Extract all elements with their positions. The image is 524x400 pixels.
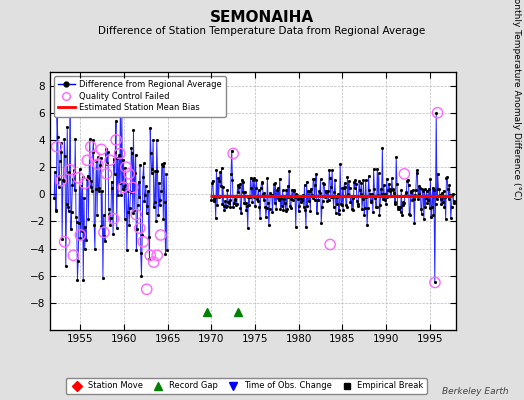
Legend: Station Move, Record Gap, Time of Obs. Change, Empirical Break: Station Move, Record Gap, Time of Obs. C… — [66, 378, 427, 394]
Point — [433, 110, 442, 116]
Point — [86, 144, 95, 150]
Point — [153, 252, 161, 258]
Point — [97, 146, 105, 153]
Point — [122, 164, 130, 170]
Point — [106, 157, 114, 164]
Point — [100, 229, 108, 236]
Point — [115, 150, 124, 157]
Point — [136, 225, 144, 231]
Point — [229, 150, 237, 157]
Point — [326, 241, 334, 248]
Point — [139, 238, 147, 245]
Point — [52, 144, 61, 150]
Point — [76, 232, 84, 238]
Point — [157, 232, 165, 238]
Point — [146, 252, 155, 258]
Text: Difference of Station Temperature Data from Regional Average: Difference of Station Temperature Data f… — [99, 26, 425, 36]
Point — [110, 216, 118, 222]
Point — [90, 153, 99, 159]
Point — [132, 211, 140, 218]
Point — [143, 286, 151, 292]
Point — [102, 171, 111, 177]
Point — [128, 184, 137, 191]
Text: Monthly Temperature Anomaly Difference (°C): Monthly Temperature Anomaly Difference (… — [511, 0, 521, 200]
Point — [66, 166, 74, 173]
Text: SEMONAIHA: SEMONAIHA — [210, 10, 314, 25]
Point — [83, 157, 92, 164]
Point — [94, 161, 102, 168]
Point — [125, 171, 134, 177]
Point — [69, 252, 78, 258]
Point — [149, 259, 158, 265]
Text: Berkeley Earth: Berkeley Earth — [442, 387, 508, 396]
Point — [400, 171, 409, 177]
Legend: Difference from Regional Average, Quality Control Failed, Estimated Station Mean: Difference from Regional Average, Qualit… — [54, 76, 226, 116]
Point — [119, 184, 127, 191]
Point — [60, 238, 69, 245]
Point — [81, 180, 89, 186]
Point — [431, 279, 439, 286]
Point — [74, 175, 83, 181]
Point — [112, 137, 121, 143]
Point — [57, 178, 66, 184]
